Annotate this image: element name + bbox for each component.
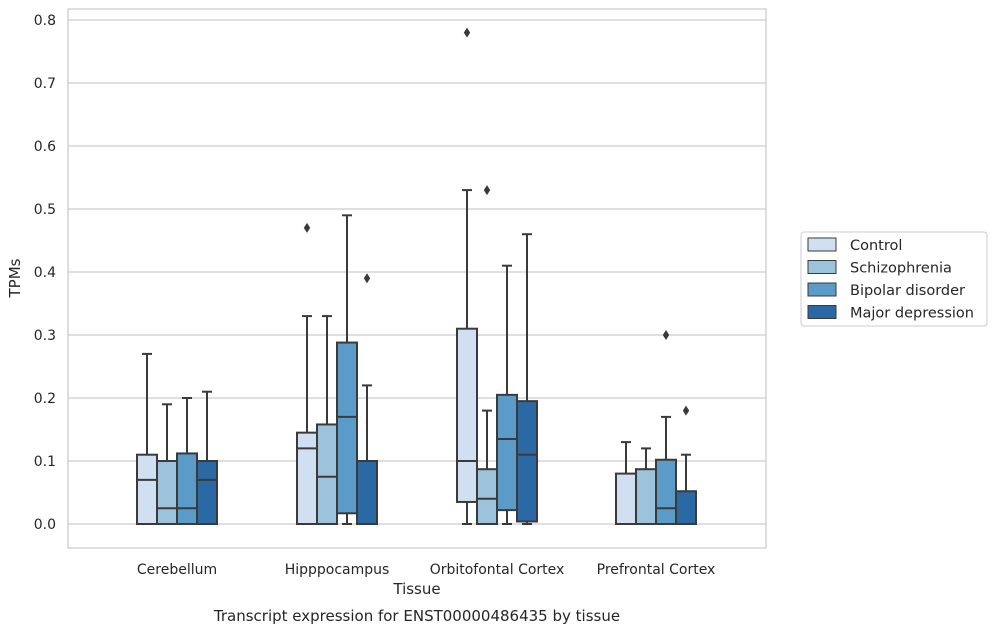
x-tick-label: Orbitofontal Cortex (430, 562, 565, 578)
box-control (615, 441, 637, 526)
y-tick-label: 0.3 (34, 328, 56, 344)
box-body (176, 452, 198, 525)
x-tick-label: Cerebellum (137, 562, 217, 578)
y-tick-label: 0.0 (34, 517, 56, 533)
y-axis-title: TPMs (6, 258, 24, 298)
box-body (635, 468, 657, 526)
outlier-marker (463, 27, 471, 38)
legend-frame (800, 231, 988, 327)
box-major-depression (675, 405, 697, 525)
outlier-marker (363, 273, 371, 284)
box-body (516, 400, 538, 523)
box-body (476, 468, 498, 526)
box-major-depression (516, 233, 538, 525)
x-axis-ticks: Cerebellum Hipppocampus Orbitofontal Corte… (137, 562, 715, 578)
legend-swatch (807, 237, 837, 252)
box-schizophrenia (476, 185, 498, 526)
box-body (655, 458, 677, 525)
legend: Control Schizophrenia Bipolar disorder Majo… (800, 231, 988, 327)
legend-swatch (807, 282, 837, 297)
legend-label: Major depression (850, 306, 974, 322)
outlier-marker (662, 330, 670, 340)
y-tick-label: 0.6 (34, 139, 56, 155)
y-tick-label: 0.4 (34, 265, 56, 281)
box-body (296, 431, 318, 525)
box-body (456, 327, 478, 503)
legend-label: Control (850, 238, 902, 254)
legend-label: Schizophrenia (850, 261, 952, 277)
box-body (615, 472, 637, 526)
legend-label: Bipolar disorder (850, 283, 965, 299)
x-tick-label: Hipppocampus (285, 562, 390, 578)
boxes (136, 27, 697, 526)
y-tick-label: 0.2 (34, 391, 56, 407)
box-body (336, 341, 358, 515)
box-body (496, 393, 518, 512)
x-tick-label: Prefrontal Cortex (597, 562, 716, 578)
box-control (136, 352, 158, 526)
chart-title: Transcript expression for ENST0000048643… (213, 607, 620, 625)
y-tick-label: 0.8 (34, 13, 56, 29)
box-bipolar-disorder (655, 330, 677, 525)
y-tick-label: 0.1 (34, 454, 56, 470)
box-body (156, 460, 178, 525)
y-axis-ticks: 0.0 0.1 0.2 0.3 0.4 0.5 0.6 0.7 0.8 (34, 13, 56, 533)
outlier-marker (682, 405, 690, 416)
x-axis-title: Tissue (392, 580, 440, 598)
outlier-marker (303, 222, 311, 233)
box-body (316, 423, 338, 525)
outlier-marker (483, 185, 491, 196)
box-major-depression (196, 390, 218, 525)
box-body (196, 460, 218, 525)
box-body (675, 490, 697, 525)
box-body (356, 460, 378, 525)
y-tick-label: 0.7 (34, 76, 56, 92)
legend-swatch (807, 305, 837, 319)
box-control (456, 27, 478, 525)
y-tick-label: 0.5 (34, 202, 56, 218)
box-major-depression (356, 273, 378, 525)
box-bipolar-disorder (336, 214, 358, 525)
plot-frame (67, 8, 767, 549)
legend-swatch (807, 260, 837, 274)
box-body (136, 453, 158, 526)
